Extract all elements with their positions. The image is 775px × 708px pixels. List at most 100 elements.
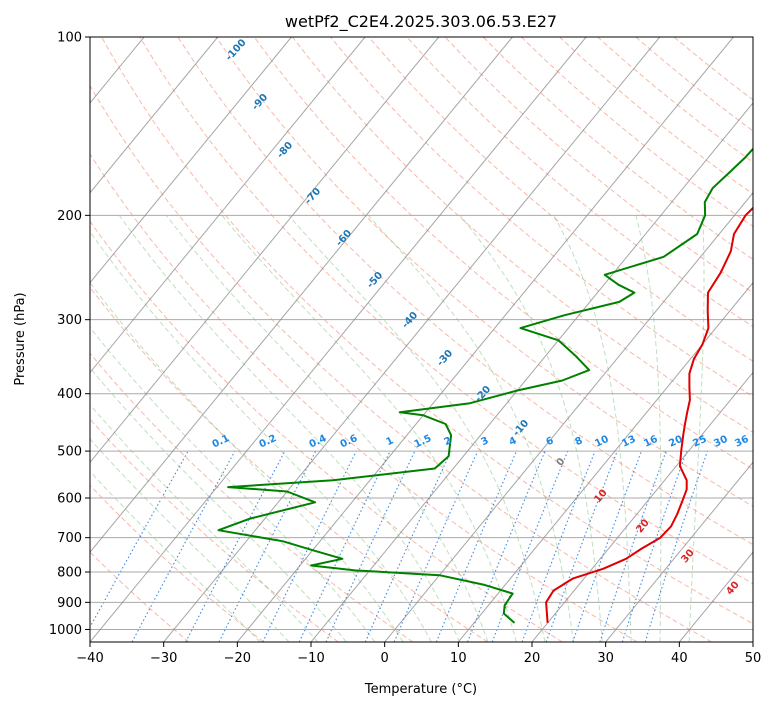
chart-title: wetPf2_C2E4.2025.303.06.53.E27: [285, 12, 557, 32]
dry-adiabat-line: [139, 37, 753, 585]
isotherm-line: [384, 192, 753, 642]
mixing-ratio-line: [131, 450, 236, 642]
moist-adiabat-label: 10: [592, 487, 609, 505]
mixing-ratio-label: 10: [593, 434, 610, 450]
x-tick-label: −30: [150, 651, 177, 666]
mixing-ratio-label: 8: [573, 435, 584, 448]
mixing-ratio-line: [466, 450, 546, 642]
mixing-ratio-line: [435, 450, 518, 642]
x-tick-label: 20: [524, 651, 541, 666]
mixing-ratio-label: 13: [620, 434, 637, 450]
mixing-ratio-line: [644, 450, 708, 642]
mixing-ratio-label: 36: [733, 434, 750, 450]
moist-adiabat-line: [90, 367, 347, 642]
mixing-ratio-label: 4: [507, 435, 518, 448]
moist-adiabat-line: [367, 214, 575, 642]
x-axis-label: Temperature (°C): [364, 682, 477, 697]
moist-adiabat-line: [288, 214, 546, 642]
dry-adiabat-line: [90, 220, 563, 642]
mixing-ratio-label: 0.2: [258, 433, 279, 450]
moist-adiabat-line: [165, 214, 489, 642]
dry-adiabat-line: [101, 37, 753, 625]
y-tick-label: 600: [57, 492, 82, 507]
moist-adiabat-line: [635, 215, 662, 642]
x-tick-label: 10: [450, 651, 467, 666]
mixing-ratio-label: 20: [667, 434, 684, 450]
dry-adiabat-line: [90, 153, 638, 642]
mixing-ratio-line: [572, 450, 643, 642]
y-tick-label: 700: [57, 531, 82, 546]
mixing-ratio-label: 0.1: [211, 433, 232, 450]
y-axis-label: Pressure (hPa): [13, 292, 28, 385]
x-axis: −40 −30 −20 −10 0 10 20 30 40 50: [76, 642, 761, 666]
moist-adiabat-line: [118, 215, 461, 642]
isotherm-line: [236, 37, 734, 642]
y-tick-label: 900: [57, 596, 82, 611]
mixing-ratio-line: [491, 450, 569, 642]
dry-adiabat-line: [444, 37, 753, 294]
moist-adiabat-line: [90, 438, 290, 642]
moist-adiabat-label: 40: [724, 579, 741, 597]
dry-adiabat-line: [90, 84, 712, 642]
moist-adiabat-line: [221, 214, 517, 642]
isotherm-line: [605, 461, 753, 642]
profile-series: [217, 147, 753, 624]
mixing-ratio-label: 0.4: [308, 433, 329, 450]
dry-adiabat-line: [90, 352, 414, 642]
dry-adiabat-label: -90: [250, 92, 270, 113]
dry-adiabat-line: [635, 37, 753, 132]
isotherm-line: [457, 281, 753, 642]
dry-adiabat-line: [330, 37, 753, 398]
isotherm-line: [90, 37, 440, 464]
line-annotations: -100-90-80-70-60-50-40-30-20-10010203040…: [211, 37, 751, 597]
dry-adiabat-label: -70: [303, 186, 323, 207]
plot-frame: [89, 36, 754, 643]
y-axis: 100 200 300 400 500 600 700 800 900 1000: [49, 31, 90, 638]
mixing-ratio-label: 3: [479, 435, 490, 448]
mixing-ratio-line: [185, 450, 286, 642]
dry-adiabat-label: -40: [400, 310, 420, 331]
moist-adiabat-label: 20: [634, 517, 651, 535]
x-tick-label: 0: [381, 651, 389, 666]
dry-adiabat-line: [559, 37, 753, 195]
dry-adiabat-label: -60: [334, 228, 354, 249]
x-tick-label: 30: [597, 651, 614, 666]
mixing-ratio-line: [545, 450, 618, 642]
mixing-ratio-line: [599, 450, 667, 642]
mixing-ratio-line: [521, 450, 596, 642]
dry-adiabat-line: [368, 37, 753, 362]
y-tick-label: 500: [57, 445, 82, 460]
isotherm-line: [310, 102, 753, 642]
isotherm-line: [90, 37, 513, 553]
isotherm-line: [90, 37, 366, 374]
isotherm-line: [90, 37, 219, 194]
isotherm-line: [163, 37, 661, 642]
y-tick-label: 200: [57, 209, 82, 224]
mixing-ratio-line: [393, 450, 479, 642]
mixing-ratio-label: 16: [642, 434, 659, 450]
y-tick-label: 100: [57, 31, 82, 46]
mixing-ratio-line: [90, 450, 189, 629]
moist-adiabats: [90, 214, 705, 642]
x-tick-label: 50: [745, 651, 762, 666]
dry-adiabat-line: [215, 37, 753, 507]
mixing-ratio-label: 30: [712, 434, 729, 450]
y-tick-label: 400: [57, 387, 82, 402]
dry-adiabat-label: -100: [224, 37, 249, 63]
isotherm-line: [90, 37, 587, 642]
mixing-ratio-label: 25: [691, 434, 708, 450]
dry-adiabat-line: [90, 418, 339, 642]
temperature-line: [545, 206, 753, 623]
y-tick-label: 300: [57, 313, 82, 328]
x-tick-label: −20: [224, 651, 251, 666]
moist-adiabat-label: 30: [679, 547, 696, 565]
isotherm-line: [0, 37, 70, 642]
plot-area: [0, 37, 753, 642]
dry-adiabat-label: -30: [435, 348, 455, 369]
moist-adiabat-line: [90, 403, 319, 642]
mixing-ratio-label: 1: [384, 435, 395, 448]
mixing-ratio-lines: [90, 450, 708, 642]
mixing-ratio-line: [364, 450, 452, 642]
dry-adiabat-line: [292, 37, 753, 433]
dry-adiabat-label: -10: [511, 418, 531, 439]
